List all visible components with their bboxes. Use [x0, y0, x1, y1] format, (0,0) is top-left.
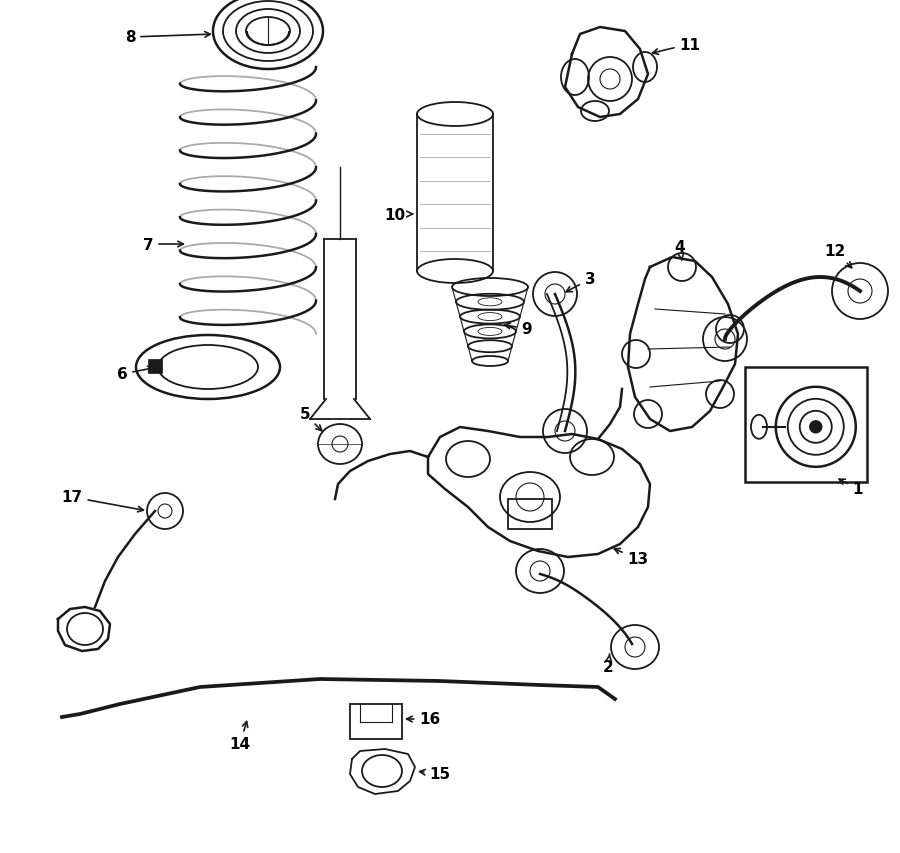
Text: 11: 11 [652, 38, 700, 55]
Text: 5: 5 [300, 407, 321, 432]
Text: 6: 6 [117, 367, 153, 382]
Text: 9: 9 [505, 322, 532, 337]
Circle shape [810, 421, 822, 433]
Text: 15: 15 [419, 767, 451, 781]
Text: 8: 8 [125, 31, 211, 45]
Text: 4: 4 [675, 241, 685, 261]
Text: 10: 10 [384, 207, 412, 223]
Text: 16: 16 [407, 711, 441, 727]
Bar [745, 368, 867, 483]
Text: 12: 12 [824, 244, 851, 269]
Text: 14: 14 [230, 722, 250, 751]
Bar [508, 499, 552, 530]
Bar [350, 705, 402, 740]
Text: 13: 13 [615, 548, 649, 567]
Bar [148, 360, 162, 374]
Text: 1: 1 [839, 479, 863, 497]
Text: 7: 7 [143, 237, 184, 252]
Text: 3: 3 [566, 272, 595, 293]
Text: 17: 17 [61, 490, 143, 513]
Text: 2: 2 [603, 654, 614, 675]
